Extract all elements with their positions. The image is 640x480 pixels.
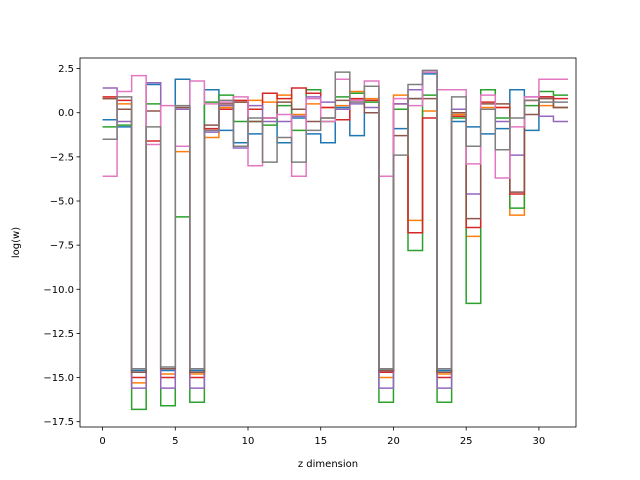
- x-tick-label: 0: [99, 436, 105, 447]
- y-tick-label: −15.0: [43, 373, 74, 384]
- series-layer: [102, 69, 568, 411]
- y-tick-label: 2.5: [58, 64, 74, 75]
- x-axis-label: z dimension: [298, 459, 358, 470]
- y-tick-label: −12.5: [43, 329, 74, 340]
- y-tick-label: −10.0: [43, 285, 74, 296]
- x-tick-label: 5: [172, 436, 178, 447]
- x-tick-label: 30: [533, 436, 546, 447]
- x-tick-label: 10: [242, 436, 255, 447]
- series-line-7: [102, 71, 568, 179]
- series-line-1: [102, 73, 568, 372]
- y-tick-label: −2.5: [50, 152, 74, 163]
- y-tick-label: 0.0: [58, 108, 74, 119]
- plot-area: [80, 58, 576, 427]
- x-tick-label: 25: [460, 436, 473, 447]
- series-line-8: [102, 69, 568, 370]
- axes-frame: [79, 57, 577, 428]
- x-axis-ticks: 0 5 10 15 20 25 30: [99, 427, 545, 447]
- y-tick-label: −17.5: [43, 417, 74, 428]
- y-tick-label: −5.0: [50, 197, 74, 208]
- y-axis-label: log(w): [11, 227, 22, 258]
- x-tick-label: 15: [314, 436, 327, 447]
- x-tick-label: 20: [387, 436, 400, 447]
- y-tick-label: −7.5: [50, 241, 74, 252]
- y-axis-ticks: 2.5 0.0 −2.5 −5.0 −7.5 −10.0 −12.5 −15.0 −17.5: [43, 64, 80, 428]
